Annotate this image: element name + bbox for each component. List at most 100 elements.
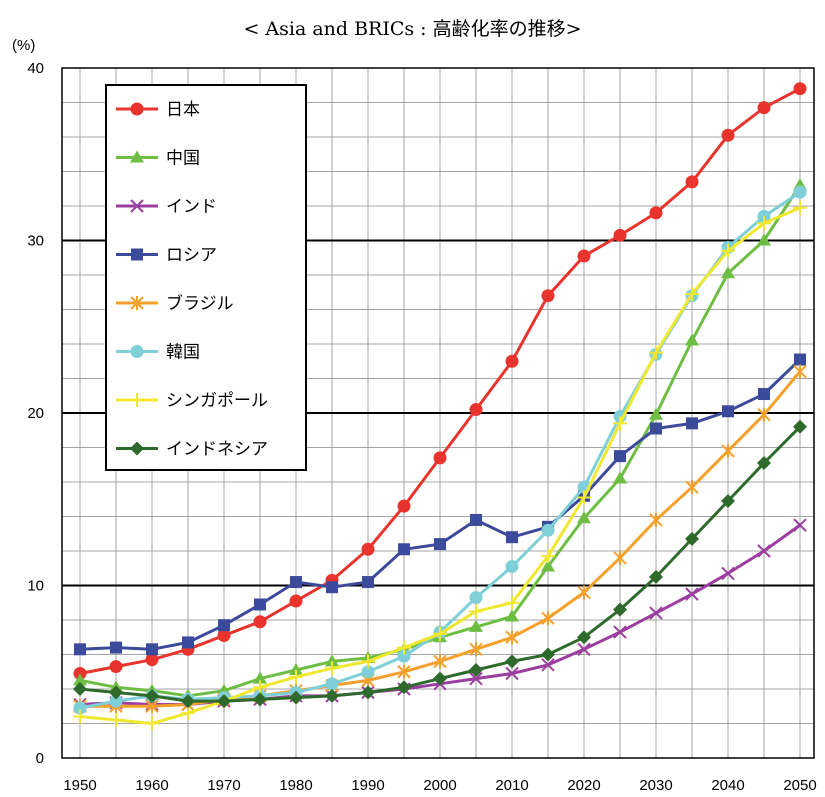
data-point — [757, 407, 771, 422]
data-point — [469, 591, 483, 605]
x-tick-label: 2020 — [567, 777, 600, 794]
data-point — [145, 653, 159, 667]
series — [73, 200, 807, 731]
data-point — [505, 560, 519, 574]
x-tick-label: 2010 — [495, 777, 528, 794]
data-point — [73, 682, 87, 696]
data-point — [686, 417, 698, 430]
data-point — [613, 471, 627, 484]
data-point — [505, 609, 519, 622]
data-point — [217, 694, 231, 709]
data-point — [541, 289, 555, 303]
data-point — [649, 606, 663, 620]
data-point — [469, 403, 483, 417]
data-point — [146, 643, 158, 656]
data-point — [721, 443, 735, 458]
data-point — [649, 206, 663, 220]
data-point — [721, 493, 735, 508]
data-point — [130, 150, 144, 163]
y-tick-label: 10 — [27, 578, 44, 595]
data-point — [397, 499, 411, 513]
x-tick-label: 2030 — [639, 777, 672, 794]
data-point — [109, 660, 123, 674]
data-point — [253, 615, 267, 629]
legend-entry: 日本 — [116, 100, 200, 120]
x-tick-label: 2050 — [783, 777, 816, 794]
data-point — [722, 405, 734, 418]
data-point — [541, 549, 555, 564]
y-tick-label: 30 — [27, 233, 44, 250]
data-point — [131, 248, 143, 261]
data-point — [433, 626, 447, 641]
data-point — [541, 611, 555, 626]
data-point — [793, 419, 807, 434]
data-point — [721, 566, 735, 581]
data-point — [793, 200, 807, 215]
data-point — [613, 228, 627, 242]
data-point — [505, 630, 519, 645]
data-point — [289, 669, 303, 684]
data-point — [721, 266, 735, 279]
legend-label: シンガポール — [166, 391, 268, 411]
data-point — [505, 354, 519, 368]
data-point — [253, 692, 267, 707]
data-point — [397, 649, 411, 663]
data-point — [541, 559, 555, 572]
data-point — [506, 531, 518, 544]
data-point — [721, 128, 735, 142]
series-layer — [73, 82, 807, 731]
legend-entry: ロシア — [116, 246, 217, 266]
data-point — [362, 576, 374, 589]
data-point — [757, 101, 771, 115]
x-tick-label: 2040 — [711, 777, 744, 794]
data-point — [649, 345, 663, 360]
data-point — [758, 388, 770, 401]
data-point — [649, 407, 663, 420]
data-point — [254, 598, 266, 611]
data-point — [469, 642, 483, 657]
data-point — [685, 175, 699, 189]
data-point — [109, 713, 123, 728]
data-point — [361, 685, 375, 700]
data-point — [361, 665, 375, 679]
data-point — [74, 643, 86, 656]
data-point — [73, 673, 87, 686]
data-point — [757, 544, 771, 558]
legend-label: 日本 — [166, 100, 200, 120]
legend-label: ブラジル — [166, 293, 234, 314]
data-point — [685, 286, 699, 301]
legend-box — [105, 84, 307, 471]
data-point — [181, 694, 195, 709]
series — [73, 419, 807, 709]
data-point — [145, 688, 159, 703]
y-tick-label: 0 — [36, 750, 44, 767]
data-point — [757, 233, 771, 246]
data-point — [289, 594, 303, 608]
data-point — [289, 663, 303, 676]
data-point — [541, 523, 555, 537]
data-point — [130, 296, 144, 310]
data-point — [505, 595, 519, 610]
data-point — [73, 701, 87, 715]
data-point — [685, 531, 699, 546]
data-point — [469, 671, 483, 686]
data-point — [577, 490, 591, 505]
legend-entry: 中国 — [116, 149, 200, 169]
x-tick-label: 2000 — [423, 777, 456, 794]
data-point — [469, 663, 483, 678]
data-point — [361, 654, 375, 669]
data-point — [757, 216, 771, 231]
data-point — [398, 543, 410, 556]
data-point — [253, 671, 267, 684]
data-point — [130, 102, 144, 116]
data-point — [793, 185, 807, 199]
data-point — [685, 480, 699, 495]
chart-title: < Asia and BRICs : 高齢化率の推移> — [243, 18, 582, 40]
data-point — [130, 393, 144, 407]
legend-entry: 韓国 — [116, 343, 200, 363]
data-point — [613, 416, 627, 431]
data-point — [109, 694, 123, 708]
x-tick-label: 1970 — [207, 777, 240, 794]
